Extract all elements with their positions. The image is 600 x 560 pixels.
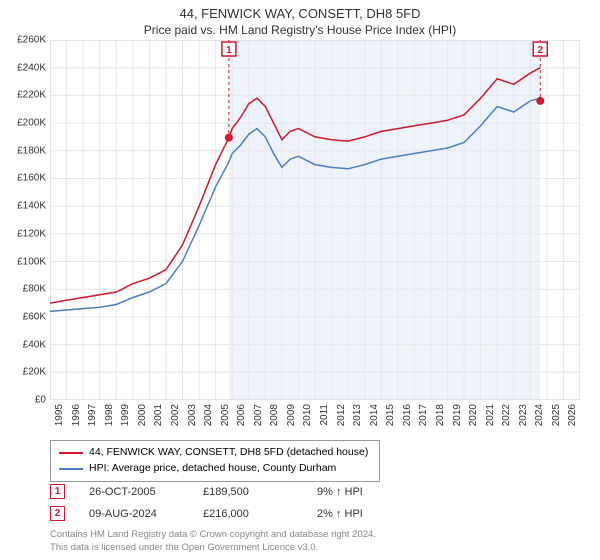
- x-axis-tick-label: 2000: [137, 404, 148, 426]
- x-axis-tick-label: 2021: [485, 404, 496, 426]
- x-axis-tick-label: 2015: [385, 404, 396, 426]
- y-axis-tick-label: £60K: [2, 311, 46, 322]
- x-axis-tick-label: 2002: [170, 404, 181, 426]
- sale-price: £189,500: [203, 486, 293, 498]
- x-axis-tick-label: 2023: [518, 404, 529, 426]
- x-axis-tick-label: 2013: [352, 404, 363, 426]
- legend: 44, FENWICK WAY, CONSETT, DH8 5FD (detac…: [50, 440, 380, 482]
- x-axis-tick-label: 1998: [104, 404, 115, 426]
- y-axis-tick-label: £160K: [2, 173, 46, 184]
- sale-marker-icon: 1: [50, 484, 65, 499]
- x-axis-tick-label: 1999: [120, 404, 131, 426]
- svg-text:2: 2: [537, 45, 543, 56]
- x-axis-tick-label: 2003: [187, 404, 198, 426]
- x-axis-tick-label: 2007: [253, 404, 264, 426]
- y-axis-tick-label: £200K: [2, 118, 46, 129]
- y-axis-tick-label: £120K: [2, 228, 46, 239]
- y-axis-tick-label: £100K: [2, 256, 46, 267]
- y-axis-tick-label: £80K: [2, 284, 46, 295]
- legend-swatch: [59, 468, 83, 470]
- svg-text:1: 1: [226, 45, 232, 56]
- y-axis-tick-label: £20K: [2, 367, 46, 378]
- y-axis-tick-label: £260K: [2, 35, 46, 46]
- x-axis-tick-label: 2010: [302, 404, 313, 426]
- legend-label: 44, FENWICK WAY, CONSETT, DH8 5FD (detac…: [89, 445, 368, 461]
- x-axis-tick-label: 2022: [501, 404, 512, 426]
- x-axis-tick-label: 2008: [269, 404, 280, 426]
- x-axis-tick-label: 2009: [286, 404, 297, 426]
- x-axis-tick-label: 2026: [567, 404, 578, 426]
- y-axis-tick-label: £40K: [2, 339, 46, 350]
- x-axis-tick-label: 1997: [87, 404, 98, 426]
- x-axis-tick-label: 2014: [369, 404, 380, 426]
- x-axis-tick-label: 2005: [220, 404, 231, 426]
- y-axis-tick-label: £240K: [2, 62, 46, 73]
- chart-title: 44, FENWICK WAY, CONSETT, DH8 5FD: [0, 0, 600, 23]
- x-axis-tick-label: 2024: [534, 404, 545, 426]
- y-axis-tick-label: £220K: [2, 90, 46, 101]
- legend-item: 44, FENWICK WAY, CONSETT, DH8 5FD (detac…: [59, 445, 371, 461]
- x-axis-tick-label: 2019: [452, 404, 463, 426]
- x-axis-tick-label: 1995: [54, 404, 65, 426]
- chart-container: 44, FENWICK WAY, CONSETT, DH8 5FD Price …: [0, 0, 600, 560]
- y-axis-tick-label: £180K: [2, 145, 46, 156]
- chart-subtitle: Price paid vs. HM Land Registry's House …: [0, 23, 600, 41]
- x-axis-tick-label: 2020: [468, 404, 479, 426]
- legend-item: HPI: Average price, detached house, Coun…: [59, 461, 371, 477]
- x-axis-tick-label: 2006: [236, 404, 247, 426]
- chart-svg: 12: [50, 40, 580, 400]
- sale-row: 2 09-AUG-2024 £216,000 2% ↑ HPI: [50, 506, 407, 521]
- chart-area: 12 £0£20K£40K£60K£80K£100K£120K£140K£160…: [50, 40, 580, 400]
- footnote-line: Contains HM Land Registry data © Crown c…: [50, 529, 376, 541]
- sale-date: 26-OCT-2005: [89, 486, 179, 498]
- footnote-line: This data is licensed under the Open Gov…: [50, 542, 376, 554]
- legend-label: HPI: Average price, detached house, Coun…: [89, 461, 336, 477]
- y-axis-tick-label: £140K: [2, 201, 46, 212]
- footnote: Contains HM Land Registry data © Crown c…: [50, 529, 376, 554]
- sale-delta: 9% ↑ HPI: [317, 486, 407, 498]
- x-axis-tick-label: 2017: [418, 404, 429, 426]
- sale-delta: 2% ↑ HPI: [317, 508, 407, 520]
- x-axis-tick-label: 2018: [435, 404, 446, 426]
- sale-price: £216,000: [203, 508, 293, 520]
- sale-marker-icon: 2: [50, 506, 65, 521]
- sale-date: 09-AUG-2024: [89, 508, 179, 520]
- x-axis-tick-label: 2012: [336, 404, 347, 426]
- sale-row: 1 26-OCT-2005 £189,500 9% ↑ HPI: [50, 484, 407, 499]
- y-axis-tick-label: £0: [2, 395, 46, 406]
- x-axis-tick-label: 2025: [551, 404, 562, 426]
- x-axis-tick-label: 2011: [319, 404, 330, 426]
- x-axis-tick-label: 2016: [402, 404, 413, 426]
- x-axis-tick-label: 2004: [203, 404, 214, 426]
- x-axis-tick-label: 2001: [153, 404, 164, 426]
- legend-swatch: [59, 452, 83, 454]
- x-axis-tick-label: 1996: [71, 404, 82, 426]
